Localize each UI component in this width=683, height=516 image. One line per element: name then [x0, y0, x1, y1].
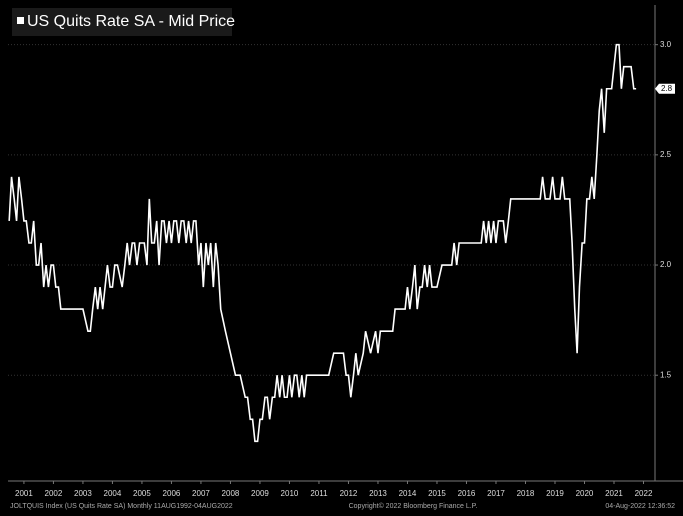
y-tick-label: 3.0	[660, 40, 672, 49]
x-tick-label: 2003	[74, 489, 92, 498]
series-line	[8, 43, 637, 443]
last-value-tag	[655, 83, 675, 94]
y-tick-label: 2.5	[660, 150, 672, 159]
x-tick-label: 2006	[163, 489, 181, 498]
x-tick-label: 2012	[340, 489, 358, 498]
x-tick-label: 2016	[458, 489, 476, 498]
x-tick-label: 2018	[517, 489, 535, 498]
x-tick-label: 2019	[546, 489, 564, 498]
last-value-label: 2.8	[661, 84, 673, 93]
x-tick-label: 2020	[576, 489, 594, 498]
y-tick-label: 1.5	[660, 370, 672, 379]
x-tick-label: 2002	[45, 489, 63, 498]
x-tick-label: 2021	[605, 489, 623, 498]
x-tick-label: 2001	[15, 489, 33, 498]
y-tick-label: 2.0	[660, 260, 672, 269]
x-tick-label: 2008	[222, 489, 240, 498]
x-tick-label: 2004	[104, 489, 122, 498]
x-tick-label: 2011	[310, 489, 328, 498]
legend-swatch	[17, 17, 24, 24]
footer-left: JOLTQUIS Index (US Quits Rate SA) Monthl…	[10, 503, 233, 510]
x-tick-label: 2009	[251, 489, 269, 498]
x-tick-label: 2007	[192, 489, 210, 498]
x-tick-label: 2022	[635, 489, 653, 498]
x-tick-label: 2013	[369, 489, 387, 498]
footer-center: Copyright© 2022 Bloomberg Finance L.P.	[349, 502, 478, 510]
title-box	[12, 8, 232, 36]
x-tick-label: 2010	[281, 489, 299, 498]
x-tick-label: 2017	[487, 489, 505, 498]
x-tick-label: 2005	[133, 489, 151, 498]
footer-right: 04-Aug-2022 12:36:52	[605, 503, 675, 510]
x-tick-label: 2015	[428, 489, 446, 498]
x-tick-label: 2014	[399, 489, 417, 498]
chart-title: US Quits Rate SA - Mid Price	[27, 13, 235, 30]
